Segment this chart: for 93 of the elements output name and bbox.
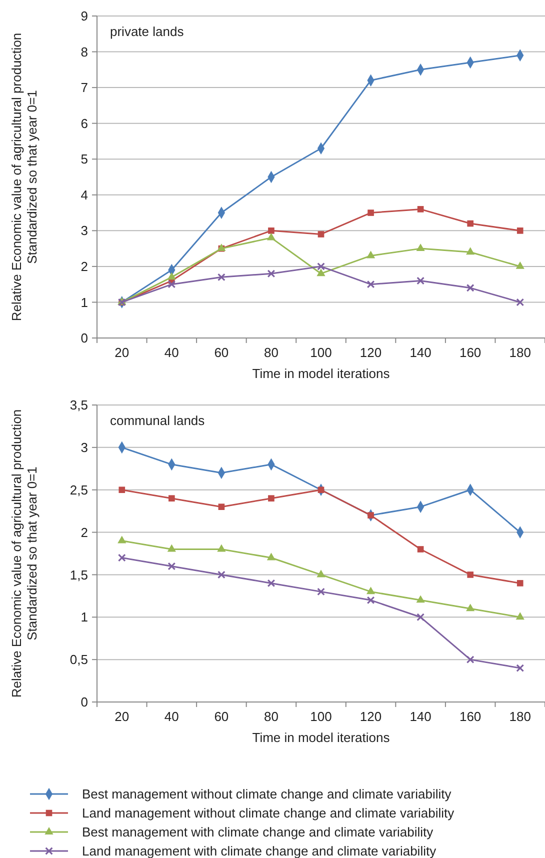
point: [467, 572, 474, 578]
y-axis-title: Relative Economic value of agricultural production Standardized so that year 0=1: [9, 409, 40, 698]
y-tick-label: 8: [80, 44, 88, 60]
y-tick-label: 4: [80, 187, 88, 202]
point: [516, 228, 524, 234]
y-tick-label: 2: [80, 258, 88, 274]
y-tick-label: 1,5: [70, 567, 88, 582]
point: [167, 272, 176, 280]
point: [466, 284, 474, 292]
point: [217, 570, 226, 579]
x-tick-label: 80: [264, 345, 278, 360]
y-tick-label: 1: [80, 610, 88, 625]
point: [516, 612, 524, 620]
y-tick-label: 3: [80, 440, 88, 455]
point: [366, 250, 376, 258]
point: [466, 247, 475, 255]
y-tick-label: 0,5: [70, 652, 88, 668]
x-tick-label: 140: [410, 709, 432, 724]
point: [217, 273, 226, 282]
y-tick-label: 2,5: [70, 482, 88, 498]
point: [516, 580, 524, 586]
point: [316, 268, 326, 276]
point: [317, 262, 325, 270]
point: [366, 596, 375, 604]
point: [318, 486, 324, 494]
point: [516, 664, 524, 672]
point: [416, 244, 425, 252]
point: [268, 495, 274, 502]
x-axis-title: Time in model iterations: [252, 730, 390, 745]
legend-label: Best management without climate change and climate variability: [82, 786, 452, 802]
point: [416, 595, 425, 603]
point: [267, 579, 276, 588]
legend-label: Land management without climate change and climate variability: [82, 806, 455, 821]
x-tick-label: 120: [360, 709, 382, 724]
x-tick-label: 160: [459, 345, 482, 360]
point: [366, 280, 375, 288]
y-tick-label: 2: [80, 524, 88, 540]
y-tick-label: 0: [80, 330, 88, 346]
x-tick-label: 60: [214, 709, 229, 724]
point: [316, 570, 326, 578]
y-tick-label: 1: [80, 294, 88, 310]
x-tick-label: 80: [264, 709, 278, 724]
point: [167, 544, 176, 552]
point: [368, 210, 374, 216]
point: [168, 280, 176, 288]
point: [118, 486, 126, 494]
x-tick-label: 60: [214, 345, 229, 360]
point: [516, 298, 524, 306]
point: [168, 495, 175, 502]
point: [268, 228, 274, 234]
y-tick-label: 3: [80, 223, 88, 238]
x-tick-label: 180: [509, 345, 531, 360]
point: [417, 546, 424, 552]
x-tick-label: 140: [410, 345, 432, 360]
point: [417, 206, 424, 212]
point: [317, 588, 325, 596]
point: [467, 220, 474, 227]
annotation: communal lands: [110, 413, 206, 428]
point: [217, 544, 226, 552]
y-tick-label: 3,5: [70, 398, 88, 413]
point: [466, 604, 475, 612]
x-tick-label: 40: [164, 709, 179, 724]
point: [266, 232, 276, 240]
point: [118, 554, 126, 562]
x-tick-label: 40: [164, 345, 179, 360]
point: [366, 586, 376, 594]
x-tick-label: 120: [360, 345, 382, 360]
y-tick-label: 0: [80, 694, 88, 710]
point: [118, 536, 126, 544]
x-axis-title: Time in model iterations: [252, 366, 390, 381]
x-tick-label: 180: [509, 709, 531, 724]
annotation: private lands: [110, 24, 184, 39]
x-tick-label: 100: [310, 709, 332, 724]
point: [416, 276, 425, 285]
y-tick-label: 9: [80, 8, 88, 24]
point: [318, 231, 324, 238]
x-tick-label: 100: [310, 345, 332, 360]
point: [516, 261, 524, 269]
x-tick-label: 20: [114, 709, 130, 724]
point: [168, 562, 176, 570]
y-tick-label: 6: [80, 116, 88, 131]
point: [416, 613, 425, 622]
y-tick-label: 7: [80, 80, 88, 96]
point: [466, 656, 474, 664]
legend-label: Best management with climate change and climate variability: [82, 824, 434, 840]
y-axis-title: Relative Economic value of agricultural production Standardized so that year 0=1: [9, 32, 40, 322]
point: [266, 552, 276, 560]
x-tick-label: 160: [459, 709, 482, 724]
point: [218, 504, 225, 510]
x-tick-label: 20: [114, 345, 130, 360]
point: [267, 270, 276, 278]
legend-label: Land management with climate change and climate variability: [82, 844, 437, 858]
y-tick-label: 5: [80, 152, 88, 167]
